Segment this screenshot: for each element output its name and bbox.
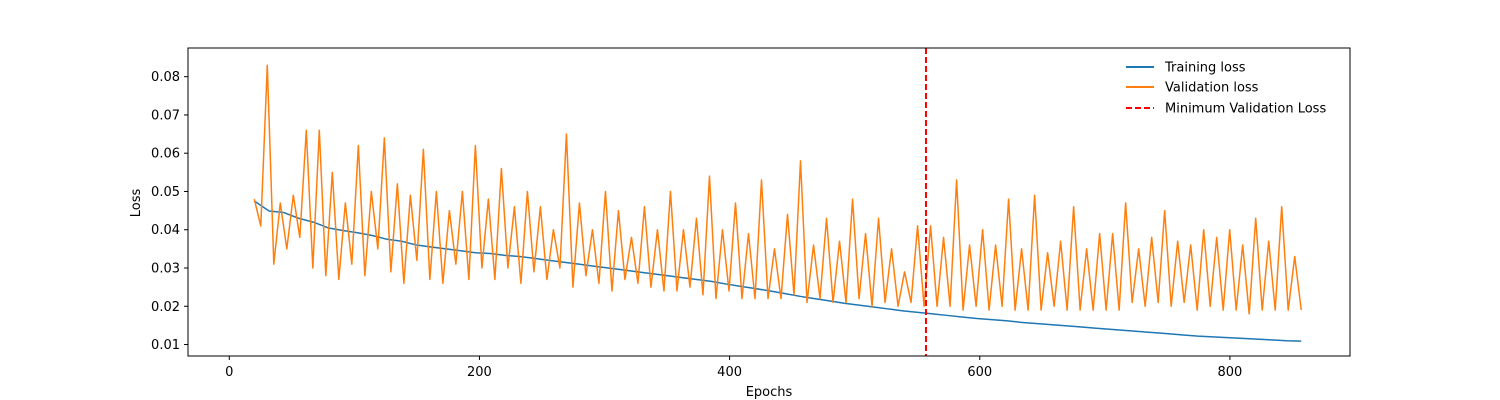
x-tick-label: 400 bbox=[717, 365, 742, 380]
x-tick-label: 600 bbox=[967, 365, 992, 380]
y-tick-label: 0.01 bbox=[151, 338, 180, 353]
legend-label-training-loss: Training loss bbox=[1164, 61, 1246, 76]
series-line-validation-loss bbox=[253, 64, 1302, 315]
x-tick-label: 200 bbox=[467, 365, 492, 380]
x-axis: 0 200 400 600 800 bbox=[225, 356, 1242, 380]
y-tick-label: 0.02 bbox=[151, 300, 180, 315]
legend: Training loss Validation loss Minimum Va… bbox=[1126, 61, 1326, 117]
x-axis-label: Epochs bbox=[746, 385, 793, 400]
y-tick-label: 0.08 bbox=[151, 70, 180, 85]
y-tick-label: 0.04 bbox=[151, 223, 180, 238]
x-tick-label: 800 bbox=[1218, 365, 1243, 380]
x-tick-label: 0 bbox=[225, 365, 233, 380]
y-tick-label: 0.07 bbox=[151, 108, 180, 123]
y-axis-label: Loss bbox=[129, 189, 144, 218]
legend-label-validation-loss: Validation loss bbox=[1165, 81, 1259, 96]
legend-label-minimum-validation-loss: Minimum Validation Loss bbox=[1165, 102, 1326, 117]
y-tick-label: 0.05 bbox=[151, 185, 180, 200]
y-tick-label: 0.06 bbox=[151, 147, 180, 162]
y-axis: 0.01 0.02 0.03 0.04 0.05 0.06 0.07 0.08 bbox=[151, 70, 188, 353]
y-tick-label: 0.03 bbox=[151, 262, 180, 277]
plot-frame bbox=[187, 47, 1351, 357]
